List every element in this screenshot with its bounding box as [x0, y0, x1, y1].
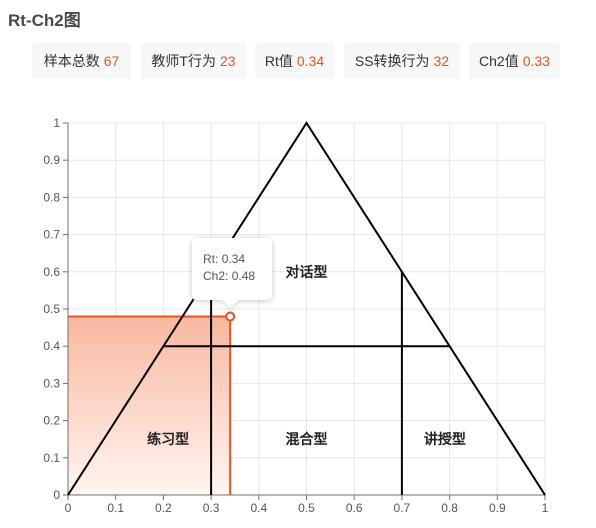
x-tick-label: 0.1 — [107, 501, 124, 515]
stat-label: Ch2值 — [479, 53, 519, 69]
y-tick-label: 0.3 — [43, 376, 60, 390]
tooltip-rt-value: 0.34 — [221, 252, 246, 266]
y-tick-label: 1 — [53, 116, 60, 130]
region-label: 讲授型 — [424, 431, 466, 447]
x-tick-label: 0.8 — [441, 501, 458, 515]
stat-card-teacher-behavior: 教师T行为 23 — [141, 43, 246, 79]
x-tick-label: 0.3 — [203, 501, 220, 515]
stat-label: Rt值 — [264, 53, 293, 69]
boundary-lines — [67, 121, 546, 496]
stat-label: SS转换行为 — [354, 53, 430, 69]
x-tick-label: 0.5 — [298, 501, 315, 515]
region-label: 混合型 — [286, 431, 328, 447]
stat-card-ss-transitions: SS转换行为 32 — [344, 43, 460, 79]
x-tick-label: 0.9 — [489, 501, 506, 515]
stat-card-rt: Rt值 0.34 — [255, 43, 334, 79]
region-label: 对话型 — [286, 264, 328, 280]
stat-label: 样本总数 — [43, 53, 100, 69]
y-tick-label: 0.5 — [43, 302, 60, 316]
highlight-area-fill — [68, 316, 231, 495]
data-point — [225, 311, 236, 322]
x-tick-label: 0.2 — [155, 501, 172, 515]
x-tick-label: 0.4 — [250, 501, 267, 515]
stat-value: 0.33 — [522, 53, 550, 69]
y-tick-label: 0.1 — [43, 451, 60, 465]
data-point-layer — [225, 311, 236, 322]
x-tick-label: 1 — [542, 501, 549, 515]
stat-label: 教师T行为 — [151, 53, 216, 69]
page-title: Rt-Ch2图 — [8, 11, 81, 30]
y-tick-label: 0.7 — [43, 228, 60, 242]
x-tick-label: 0.6 — [346, 501, 363, 515]
stat-card-ch2: Ch2值 0.33 — [469, 43, 560, 79]
tooltip-rt-label: Rt: — [203, 252, 219, 266]
stat-value: 67 — [103, 53, 120, 69]
stat-value: 32 — [433, 53, 450, 69]
tooltip-ch2-line: Ch2: 0.48 — [203, 268, 272, 285]
y-tick-label: 0.8 — [43, 190, 60, 204]
y-tick-label: 0.4 — [43, 339, 60, 353]
tooltip-ch2-label: Ch2: — [203, 269, 229, 283]
highlight-area — [68, 315, 232, 495]
y-tick-label: 0.9 — [43, 153, 60, 167]
axes: 0 0.1 0.2 0.3 0.4 0.5 0.6 0.7 0.8 0.9 1 0 0.1 0.2 0.3 0… — [43, 116, 548, 515]
y-tick-label: 0.6 — [43, 265, 60, 279]
stat-value: 23 — [219, 53, 236, 69]
y-tick-label: 0 — [53, 488, 60, 502]
y-tick-label: 0.2 — [43, 414, 60, 428]
x-tick-label: 0.7 — [394, 501, 411, 515]
boundary-line — [67, 121, 546, 496]
tooltip-ch2-value: 0.48 — [231, 269, 256, 283]
x-tick-label: 0 — [65, 501, 72, 515]
chart-tooltip: Rt: 0.34 Ch2: 0.48 — [192, 238, 272, 300]
stats-bar: 样本总数 67 教师T行为 23 Rt值 0.34 SS转换行为 32 Ch2值 0.33 — [0, 43, 596, 79]
stat-value: 0.34 — [296, 53, 325, 69]
region-label: 练习型 — [147, 431, 189, 447]
tooltip-rt-line: Rt: 0.34 — [203, 251, 272, 268]
stat-card-sample-count: 样本总数 67 — [32, 43, 131, 79]
